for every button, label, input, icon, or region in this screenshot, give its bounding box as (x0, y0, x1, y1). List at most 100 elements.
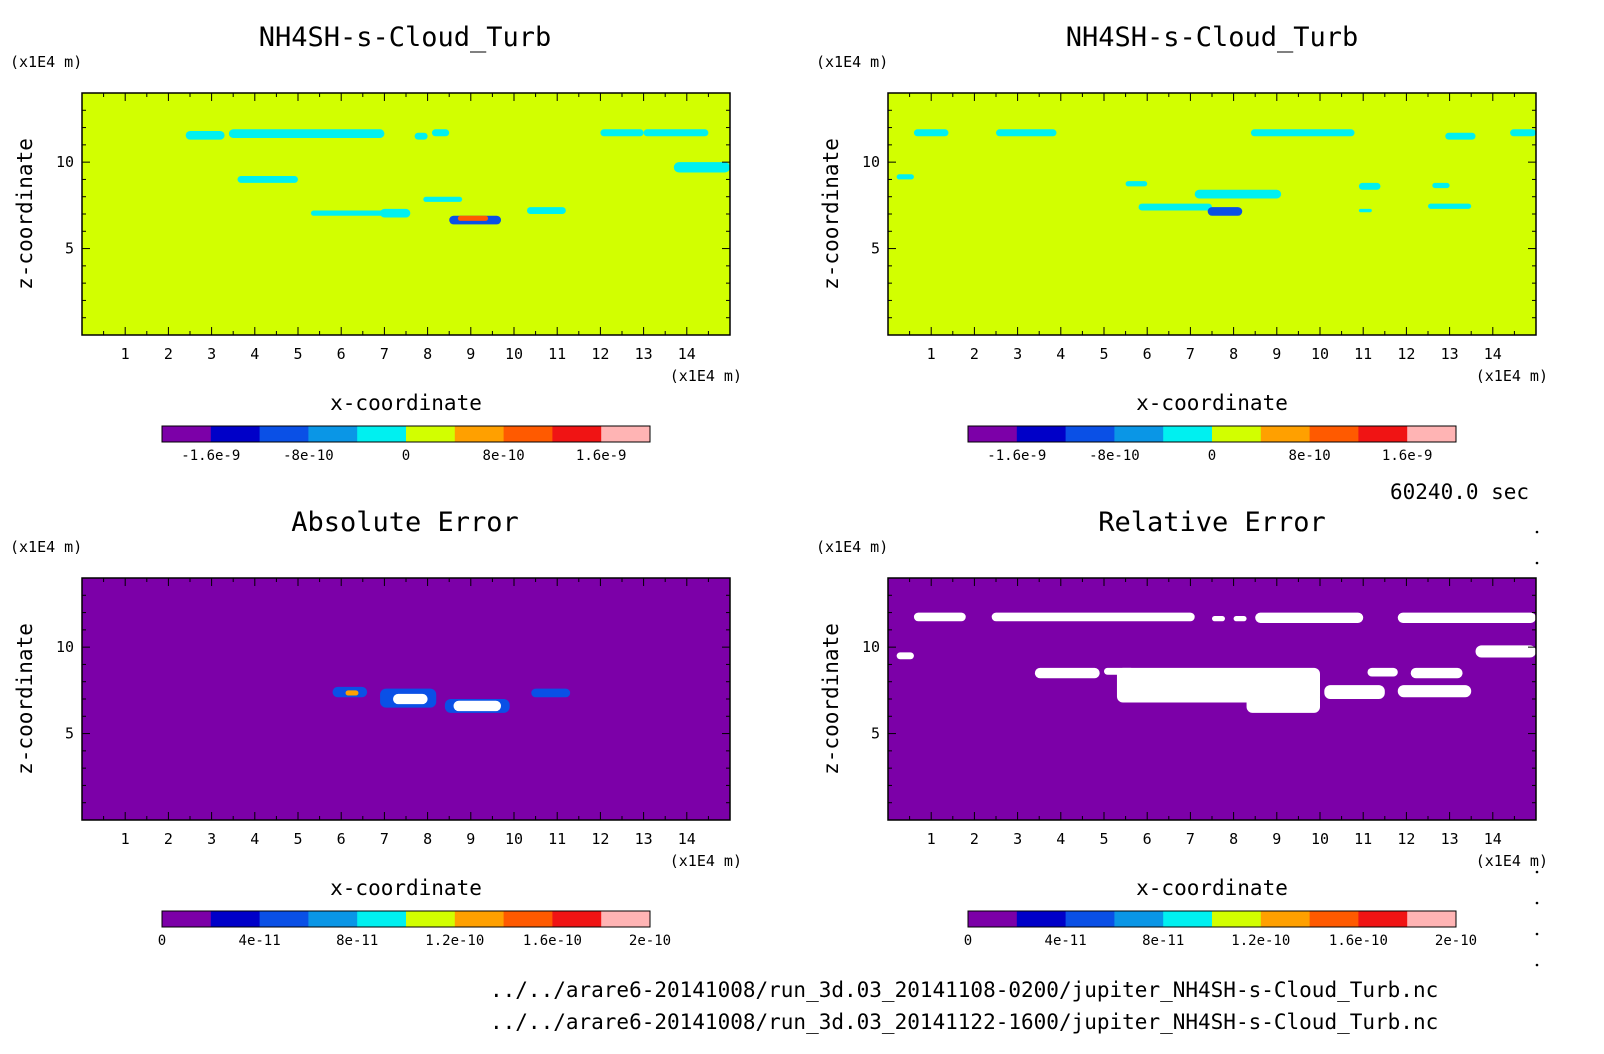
x-tick-label: 9 (1272, 345, 1281, 363)
x-tick-label: 13 (635, 830, 653, 848)
colorbar-label: -8e-10 (1089, 448, 1140, 464)
x-tick-label: 5 (293, 345, 302, 363)
colorbar-label: -1.6e-9 (987, 448, 1046, 464)
contour-patch (1250, 129, 1355, 137)
colorbar-cell (1407, 911, 1457, 927)
z-axis-label: z-coordinate (819, 138, 843, 290)
contour-patch (531, 688, 571, 698)
x-tick-label: 3 (1013, 345, 1022, 363)
contour-patch (1125, 181, 1148, 187)
x-tick-label: 12 (1397, 830, 1415, 848)
x-tick-label: 8 (1229, 345, 1238, 363)
contour-patch (1034, 667, 1100, 679)
colorbar-cell (968, 911, 1018, 927)
z-tick-label: 10 (862, 153, 880, 171)
contour-patch (1246, 692, 1320, 713)
z-axis-label: z-coordinate (13, 623, 37, 775)
colorbar-frame (967, 910, 1457, 928)
colorbar-cell (601, 426, 651, 442)
x-tick-label: 12 (591, 345, 609, 363)
colorbar-label: 1.2e-10 (1231, 933, 1290, 949)
contour-patch (1358, 182, 1381, 190)
contour-patch (1428, 203, 1472, 209)
contour-patch (1397, 612, 1536, 623)
x-tick-label: 7 (380, 830, 389, 848)
colorbar-cell (1163, 911, 1213, 927)
colorbar-cell (1260, 911, 1311, 927)
colorbar-cell (210, 426, 261, 442)
colorbar-cell (1016, 426, 1067, 442)
panel-title: NH4SH-s-Cloud_Turb (259, 22, 552, 53)
colorbar-cell (406, 426, 456, 442)
panel-title: Absolute Error (291, 507, 519, 538)
x-tick-label: 1 (927, 830, 936, 848)
x-tick-label: 12 (591, 830, 609, 848)
x-tick-label: 13 (1441, 345, 1459, 363)
x-tick-label: 10 (1311, 345, 1329, 363)
colorbar-cell (552, 426, 602, 442)
panel-p1: NH4SH-s-Cloud_Turb(x1E4 m)1 2 3 4 5 6 7 8 9 10 11 1… (10, 22, 742, 464)
colorbar-label: 2e-10 (1435, 933, 1477, 949)
contour-patch (1475, 645, 1536, 658)
contour-patch (1358, 208, 1372, 213)
x-tick-label: 13 (1441, 830, 1459, 848)
colorbar-cell (1114, 426, 1164, 442)
x-tick-label: 4 (1056, 830, 1065, 848)
colorbar-cell (357, 426, 407, 442)
colorbar-cell (454, 426, 505, 442)
time-label: 60240.0 sec (1390, 480, 1530, 504)
colorbar-cell (308, 426, 358, 442)
contour-patch (380, 208, 411, 218)
colorbar-cell (162, 426, 212, 442)
x-tick-label: 14 (678, 345, 696, 363)
margin-dot (1535, 561, 1539, 565)
contour-patch (1432, 182, 1450, 189)
colorbar-cell (1065, 911, 1115, 927)
colorbar-label: 8e-11 (1142, 933, 1184, 949)
x-tick-label: 5 (293, 830, 302, 848)
x-tick-label: 11 (548, 830, 566, 848)
colorbar-label: 0 (158, 933, 166, 949)
contour-patch (526, 207, 566, 214)
x-tick-label: 3 (207, 830, 216, 848)
x-unit-label: (x1E4 m) (670, 367, 742, 385)
colorbar-frame (161, 425, 651, 443)
margin-dot (1535, 901, 1539, 905)
contour-patch (1324, 685, 1385, 699)
margin-dot (1535, 530, 1539, 534)
contour-patch (453, 700, 502, 712)
colorbar-label: 4e-11 (1045, 933, 1087, 949)
x-tick-label: 4 (250, 345, 259, 363)
x-tick-label: 1 (121, 830, 130, 848)
x-tick-label: 8 (423, 345, 432, 363)
x-tick-label: 2 (970, 345, 979, 363)
contour-patch (1367, 667, 1398, 677)
panel-p2: NH4SH-s-Cloud_Turb(x1E4 m)1 2 3 4 5 6 7 8 9 10 11 1… (816, 22, 1548, 464)
colorbar-frame (161, 910, 651, 928)
x-tick-label: 10 (505, 830, 523, 848)
x-tick-label: 9 (466, 830, 475, 848)
x-tick-label: 14 (1484, 345, 1502, 363)
contour-patch (228, 129, 385, 138)
x-tick-label: 9 (1272, 830, 1281, 848)
colorbar-cell (1114, 911, 1164, 927)
colorbar-label: 8e-10 (1289, 448, 1331, 464)
x-tick-label: 7 (1186, 345, 1195, 363)
contour-patch (1207, 207, 1243, 216)
z-unit-label: (x1E4 m) (10, 53, 82, 71)
contour-patch (673, 162, 730, 173)
colorbar-cell (1212, 911, 1262, 927)
x-tick-label: 2 (164, 345, 173, 363)
x-tick-label: 9 (466, 345, 475, 363)
contour-patch (1255, 612, 1364, 623)
contour-patch (1212, 616, 1225, 622)
colorbar-cell (1407, 426, 1457, 442)
colorbar-cell (1309, 911, 1359, 927)
x-axis-label: x-coordinate (330, 391, 482, 415)
z-tick-label: 5 (871, 725, 880, 743)
colorbar-cell (1065, 426, 1115, 442)
x-tick-label: 5 (1099, 830, 1108, 848)
x-tick-label: 1 (121, 345, 130, 363)
colorbar-label: 0 (402, 448, 410, 464)
